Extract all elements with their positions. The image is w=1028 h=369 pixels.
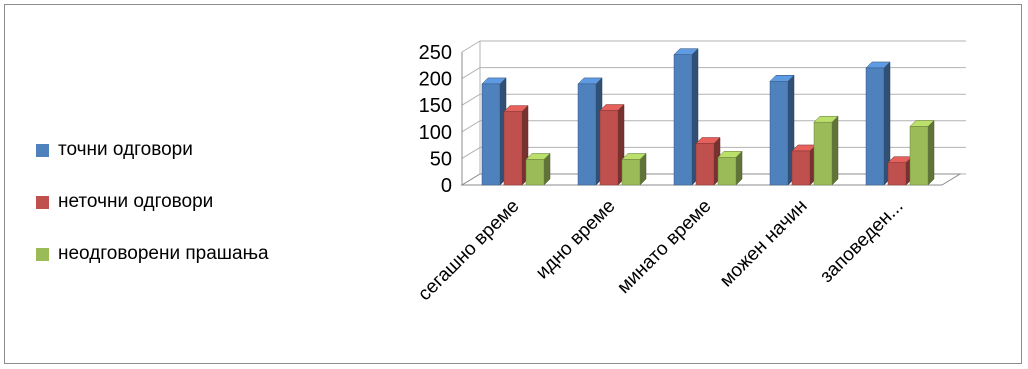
bar	[621, 159, 641, 186]
y-tick-label: 0	[441, 175, 452, 197]
y-tick-label: 50	[430, 148, 452, 170]
bar	[865, 67, 885, 186]
legend-label-correct: точни одговори	[58, 139, 193, 160]
legend-label-unanswered: неодговорени прашања	[58, 243, 269, 264]
bar-side	[927, 119, 935, 186]
bar-side	[831, 115, 839, 186]
bar	[525, 159, 545, 186]
y-tick-label: 250	[419, 42, 452, 64]
x-tick-label: можен начин	[716, 196, 812, 292]
bar	[695, 143, 715, 186]
bar	[673, 54, 693, 186]
bar	[813, 121, 833, 186]
bar	[909, 126, 929, 186]
x-tick-label: сегашно време	[414, 196, 523, 305]
bar	[769, 81, 789, 186]
bar	[791, 150, 811, 186]
x-tick-label: минато време	[613, 196, 715, 298]
x-tick-label: заповеден...	[816, 196, 907, 287]
gridline-side	[461, 146, 481, 159]
bar	[503, 111, 523, 186]
gridline-side	[461, 67, 481, 80]
legend-swatch-incorrect	[36, 195, 49, 209]
gridline-side	[461, 40, 481, 53]
gridline-side	[461, 120, 481, 133]
legend-item-incorrect: неточни одговори	[36, 176, 269, 228]
bar	[577, 83, 597, 186]
legend-item-unanswered: неодговорени прашања	[36, 228, 269, 280]
y-tick-label: 200	[419, 69, 452, 91]
y-tick-label: 150	[419, 95, 452, 117]
legend-label-incorrect: неточни одговори	[58, 191, 214, 212]
bar	[717, 157, 737, 186]
bar	[887, 162, 907, 186]
x-tick-label: идно време	[532, 196, 620, 284]
legend-item-correct: точни одговори	[36, 124, 269, 176]
gridline-side	[461, 93, 481, 106]
legend-swatch-correct	[36, 143, 49, 157]
legend: точни одговори неточни одговори неодгово…	[36, 124, 269, 280]
y-tick-label: 100	[419, 122, 452, 144]
bar	[599, 110, 619, 186]
bar	[481, 83, 501, 186]
legend-swatch-unanswered	[36, 247, 49, 261]
